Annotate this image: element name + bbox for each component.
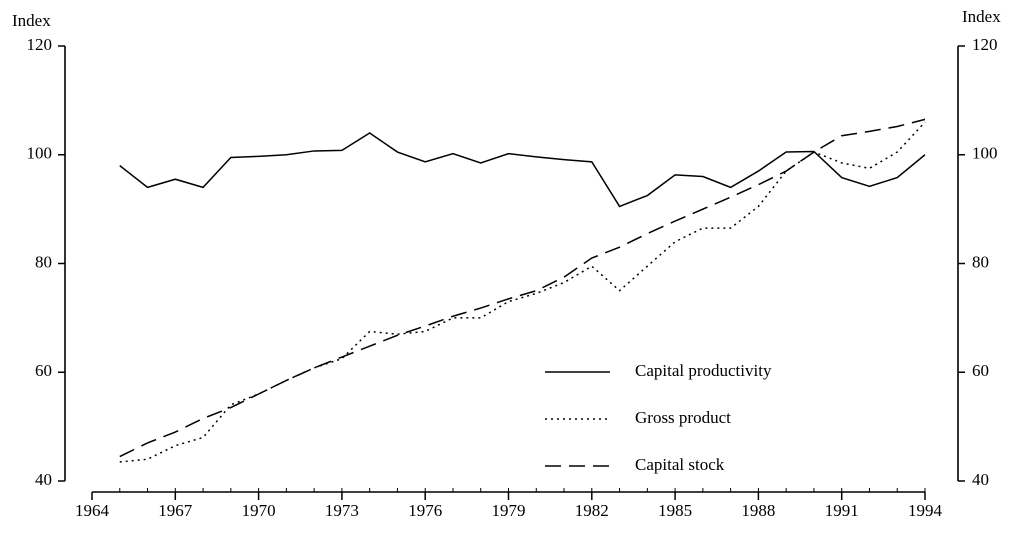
x-tick-label: 1991	[825, 501, 859, 520]
y-tick-label: 120	[27, 35, 53, 54]
y-tick-label: 40	[35, 470, 52, 489]
y2-axis-label: Index	[962, 7, 1001, 26]
x-tick-label: 1988	[741, 501, 775, 520]
x-tick-label: 1964	[75, 501, 110, 520]
line-series	[119, 121, 926, 463]
y2-tick-label: 120	[972, 35, 998, 54]
y2-tick-label: 40	[972, 470, 989, 489]
legend-label: Capital productivity	[635, 361, 772, 380]
x-tick-label: 1976	[408, 501, 442, 520]
y2-tick-label: 80	[972, 252, 989, 271]
y2-tick-label: 60	[972, 361, 989, 380]
x-tick-label: 1979	[492, 501, 526, 520]
y-tick-label: 100	[27, 144, 53, 163]
line-series	[119, 132, 926, 208]
legend-label: Gross product	[635, 408, 731, 427]
x-tick-label: 1985	[658, 501, 692, 520]
y-tick-label: 80	[35, 252, 52, 271]
x-tick-label: 1967	[158, 501, 193, 520]
line-series	[119, 118, 926, 458]
x-tick-label: 1994	[908, 501, 943, 520]
legend-label: Capital stock	[635, 455, 725, 474]
x-tick-label: 1970	[242, 501, 276, 520]
x-tick-label: 1982	[575, 501, 609, 520]
y2-tick-label: 100	[972, 144, 998, 163]
y-axis-label: Index	[12, 11, 51, 30]
x-tick-label: 1973	[325, 501, 359, 520]
y-tick-label: 60	[35, 361, 52, 380]
